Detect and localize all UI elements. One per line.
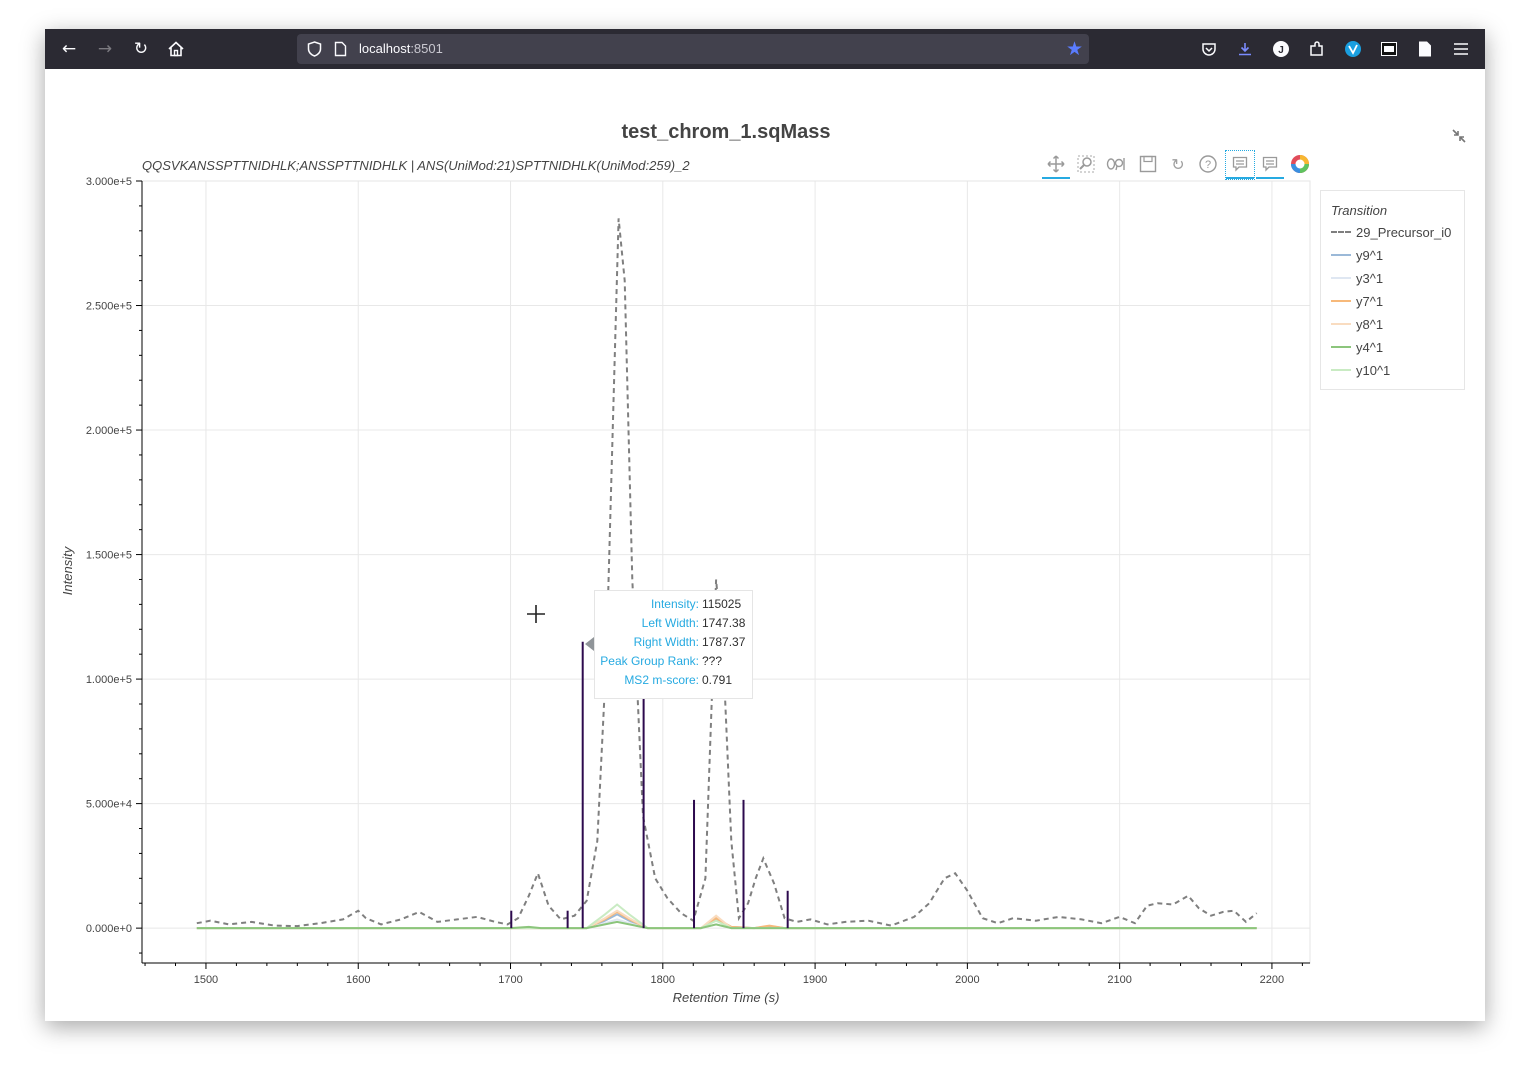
legend-swatch bbox=[1331, 231, 1351, 233]
downloads-icon[interactable] bbox=[1233, 37, 1257, 61]
url-bar[interactable]: localhost:8501 ★ bbox=[297, 34, 1089, 64]
legend-item[interactable]: y9^1 bbox=[1331, 246, 1383, 264]
tooltip-value: 1747.38 bbox=[702, 616, 746, 630]
tooltip-key: MS2 m-score: bbox=[624, 673, 699, 687]
tooltip-key: Left Width: bbox=[641, 616, 699, 630]
account-icon[interactable]: J bbox=[1269, 37, 1293, 61]
page-icon bbox=[334, 41, 347, 57]
reset-icon[interactable]: ↻ bbox=[1171, 154, 1185, 174]
tooltip-key: Intensity: bbox=[650, 597, 699, 611]
legend-swatch bbox=[1331, 254, 1351, 256]
tooltip-row: Peak Group Rank:??? bbox=[595, 654, 752, 672]
tooltip-key: Right Width: bbox=[633, 635, 699, 649]
legend-swatch bbox=[1331, 277, 1351, 279]
tooltip-value: 1787.37 bbox=[702, 635, 746, 649]
tooltip-arrow bbox=[585, 637, 594, 651]
help-icon[interactable]: ? bbox=[1194, 151, 1222, 177]
reader-icon[interactable] bbox=[1413, 37, 1437, 61]
tooltip-value: 0.791 bbox=[702, 673, 733, 687]
save-icon[interactable] bbox=[1134, 151, 1162, 177]
extension-icon[interactable] bbox=[1377, 37, 1401, 61]
url-text[interactable]: localhost:8501 bbox=[359, 41, 443, 56]
legend-item[interactable]: 29_Precursor_i0 bbox=[1331, 223, 1451, 241]
svg-text:J: J bbox=[1278, 45, 1284, 56]
tooltip-row: Left Width: 1747.38 bbox=[595, 616, 752, 634]
tooltip-value: ??? bbox=[702, 654, 723, 668]
bookmark-star-icon[interactable]: ★ bbox=[1065, 38, 1083, 60]
hover-tooltip: Intensity: 115025 Left Width: 1747.38 Right … bbox=[585, 590, 753, 699]
shield-icon[interactable] bbox=[307, 41, 322, 57]
legend: Transition 29_Precursor_i0 y9^1 y3^1 y7^1 y8… bbox=[1320, 190, 1465, 390]
legend-label: y4^1 bbox=[1356, 339, 1384, 355]
legend-label: y7^1 bbox=[1356, 293, 1384, 309]
app-content bbox=[45, 69, 1485, 1021]
legend-swatch bbox=[1331, 300, 1351, 302]
bokeh-logo-icon[interactable] bbox=[1286, 151, 1314, 177]
hover-icon[interactable] bbox=[1256, 151, 1284, 179]
legend-label: y10^1 bbox=[1356, 362, 1391, 378]
legend-swatch bbox=[1331, 369, 1351, 371]
legend-label: y8^1 bbox=[1356, 316, 1384, 332]
menu-icon[interactable] bbox=[1449, 37, 1473, 61]
pocket-icon[interactable] bbox=[1197, 37, 1221, 61]
legend-item[interactable]: y3^1 bbox=[1331, 269, 1383, 287]
legend-label: y3^1 bbox=[1356, 270, 1384, 286]
box-zoom-icon[interactable] bbox=[1072, 151, 1100, 177]
forward-arrow-icon[interactable]: → bbox=[97, 38, 113, 59]
reload-icon[interactable]: ↻ bbox=[133, 38, 149, 59]
tooltip-value: 115025 bbox=[702, 597, 742, 611]
plot-title: test_chrom_1.sqMass bbox=[621, 121, 831, 143]
svg-text:?: ? bbox=[1205, 159, 1211, 171]
extension-icon[interactable] bbox=[1341, 37, 1365, 61]
legend-item[interactable]: y8^1 bbox=[1331, 315, 1383, 333]
pan-icon[interactable] bbox=[1042, 151, 1070, 179]
legend-swatch bbox=[1331, 346, 1351, 348]
legend-title: Transition bbox=[1331, 203, 1388, 218]
extensions-icon[interactable] bbox=[1305, 37, 1329, 61]
collapse-icon[interactable] bbox=[1451, 128, 1467, 148]
tooltip-row: Intensity: 115025 bbox=[595, 597, 752, 615]
plot-subtitle: QQSVKANSSPTTNIDHLK;ANSSPTTNIDHLK | ANS(U… bbox=[142, 158, 690, 173]
legend-label: y9^1 bbox=[1356, 247, 1384, 263]
wheel-zoom-icon[interactable] bbox=[1102, 151, 1130, 177]
hover-icon[interactable] bbox=[1225, 150, 1255, 180]
legend-swatch bbox=[1331, 323, 1351, 325]
browser-toolbar: ← → ↻ localhost:8501 ★ J bbox=[45, 29, 1485, 69]
legend-item[interactable]: y10^1 bbox=[1331, 361, 1390, 379]
crosshair-cursor-icon bbox=[527, 605, 545, 623]
tooltip-key: Peak Group Rank: bbox=[600, 654, 699, 668]
tooltip-row: MS2 m-score: 0.791 bbox=[595, 673, 752, 691]
legend-label: 29_Precursor_i0 bbox=[1356, 224, 1452, 240]
back-arrow-icon[interactable]: ← bbox=[61, 38, 77, 59]
tooltip-row: Right Width: 1787.37 bbox=[595, 635, 752, 653]
home-icon[interactable] bbox=[164, 37, 188, 61]
legend-item[interactable]: y7^1 bbox=[1331, 292, 1383, 310]
legend-item[interactable]: y4^1 bbox=[1331, 338, 1383, 356]
